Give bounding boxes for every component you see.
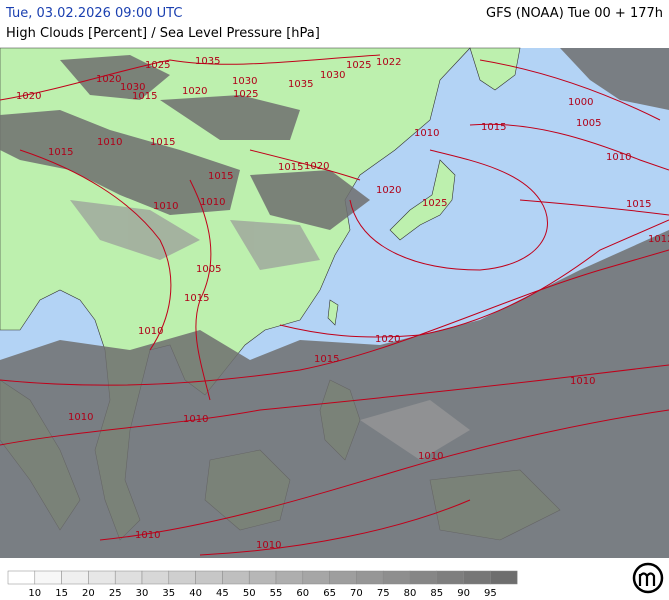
legend-swatch xyxy=(329,570,357,585)
legend-tick: 95 xyxy=(484,588,497,599)
legend-swatch xyxy=(409,570,438,585)
isobar-label: 1010 xyxy=(135,530,160,541)
legend-tick: 20 xyxy=(82,588,95,599)
isobar-label: 1022 xyxy=(376,57,401,68)
isobar-label: 1020 xyxy=(96,74,121,85)
isobar-label: 1015 xyxy=(314,354,339,365)
legend-swatch xyxy=(88,570,116,585)
isobar-label: 1030 xyxy=(232,76,257,87)
isobars xyxy=(0,54,669,556)
legend-tick: 75 xyxy=(377,588,390,599)
legend-swatch xyxy=(141,570,170,585)
isobar-label: 1025 xyxy=(145,60,170,71)
isobar-label: 1010 xyxy=(418,451,443,462)
legend-swatch xyxy=(436,570,464,585)
isobar-label: 1020 xyxy=(16,91,41,102)
isobar-label: 1015 xyxy=(150,137,175,148)
isobar-label: 1005 xyxy=(576,118,601,129)
isobar-label: 1030 xyxy=(320,70,345,81)
legend-tick: 60 xyxy=(296,588,309,599)
legend-tick: 35 xyxy=(162,588,175,599)
isobar-label: 1015 xyxy=(132,91,157,102)
legend-swatch xyxy=(302,570,330,585)
legend-tick: 55 xyxy=(270,588,283,599)
isobar-label: 1010 xyxy=(97,137,122,148)
legend-tick: 45 xyxy=(216,588,229,599)
isobar-label: 1000 xyxy=(568,97,593,108)
isobar-label: 1035 xyxy=(195,56,220,67)
legend-swatch xyxy=(356,570,384,585)
legend-swatch xyxy=(248,570,277,585)
legend-swatch xyxy=(7,570,36,585)
isobar-label: 1030 xyxy=(120,82,145,93)
isobar-label: 1015 xyxy=(626,199,651,210)
isobar-label: 1012 xyxy=(648,234,669,245)
isobar-label: 1015 xyxy=(278,162,303,173)
legend-tick: 65 xyxy=(323,588,336,599)
isobar-label: 1010 xyxy=(153,201,178,212)
isobar-label: 1020 xyxy=(182,86,207,97)
isobar-label: 1005 xyxy=(196,264,221,275)
legend-swatch xyxy=(463,570,491,585)
isobar-label: 1015 xyxy=(481,122,506,133)
isobar-label: 1025 xyxy=(422,198,447,209)
isobar-label: 1010 xyxy=(200,197,225,208)
legend-tick: 25 xyxy=(109,588,122,599)
isobar-label: 1025 xyxy=(346,60,371,71)
legend-tick: 80 xyxy=(404,588,417,599)
legend-tick: 40 xyxy=(189,588,202,599)
legend-tick: 50 xyxy=(243,588,256,599)
isobar-label: 1020 xyxy=(376,185,401,196)
legend-swatch xyxy=(222,570,250,585)
legend-swatch xyxy=(168,570,196,585)
isobar-label: 1025 xyxy=(233,89,258,100)
isobar-label: 1010 xyxy=(138,326,163,337)
legend-swatch xyxy=(61,570,89,585)
isobar-label: 1010 xyxy=(570,376,595,387)
isobar-label: 1010 xyxy=(606,152,631,163)
map-title: High Clouds [Percent] / Sea Level Pressu… xyxy=(6,26,320,41)
legend-swatch xyxy=(382,570,411,585)
legend-swatch xyxy=(34,570,62,585)
legend-tick: 85 xyxy=(430,588,443,599)
isobar-label: 1015 xyxy=(208,171,233,182)
isobar-label: 1015 xyxy=(184,293,209,304)
legend-tick: 70 xyxy=(350,588,363,599)
legend-tick: 10 xyxy=(28,588,41,599)
thin-clouds xyxy=(70,200,470,460)
legend-swatch xyxy=(275,570,304,585)
model-info: GFS (NOAA) Tue 00 + 177h xyxy=(486,6,663,21)
logo xyxy=(632,562,664,594)
isobar-label: 1015 xyxy=(48,147,73,158)
run-date: Tue, 03.02.2026 09:00 UTC xyxy=(6,6,183,21)
legend-swatch xyxy=(195,570,223,585)
clouds xyxy=(0,48,669,558)
isobar-label: 1010 xyxy=(414,128,439,139)
legend-swatch xyxy=(490,570,518,585)
legend-tick: 90 xyxy=(457,588,470,599)
isobar-label: 1020 xyxy=(304,161,329,172)
isobar-label: 1010 xyxy=(183,414,208,425)
legend-tick: 30 xyxy=(136,588,149,599)
isobar-label: 1010 xyxy=(256,540,281,551)
isobar-label: 1010 xyxy=(68,412,93,423)
isobar-label: 1020 xyxy=(375,334,400,345)
legend-tick: 15 xyxy=(55,588,68,599)
legend-bar xyxy=(7,570,518,585)
legend-swatch xyxy=(114,570,143,585)
isobar-label: 1035 xyxy=(288,79,313,90)
